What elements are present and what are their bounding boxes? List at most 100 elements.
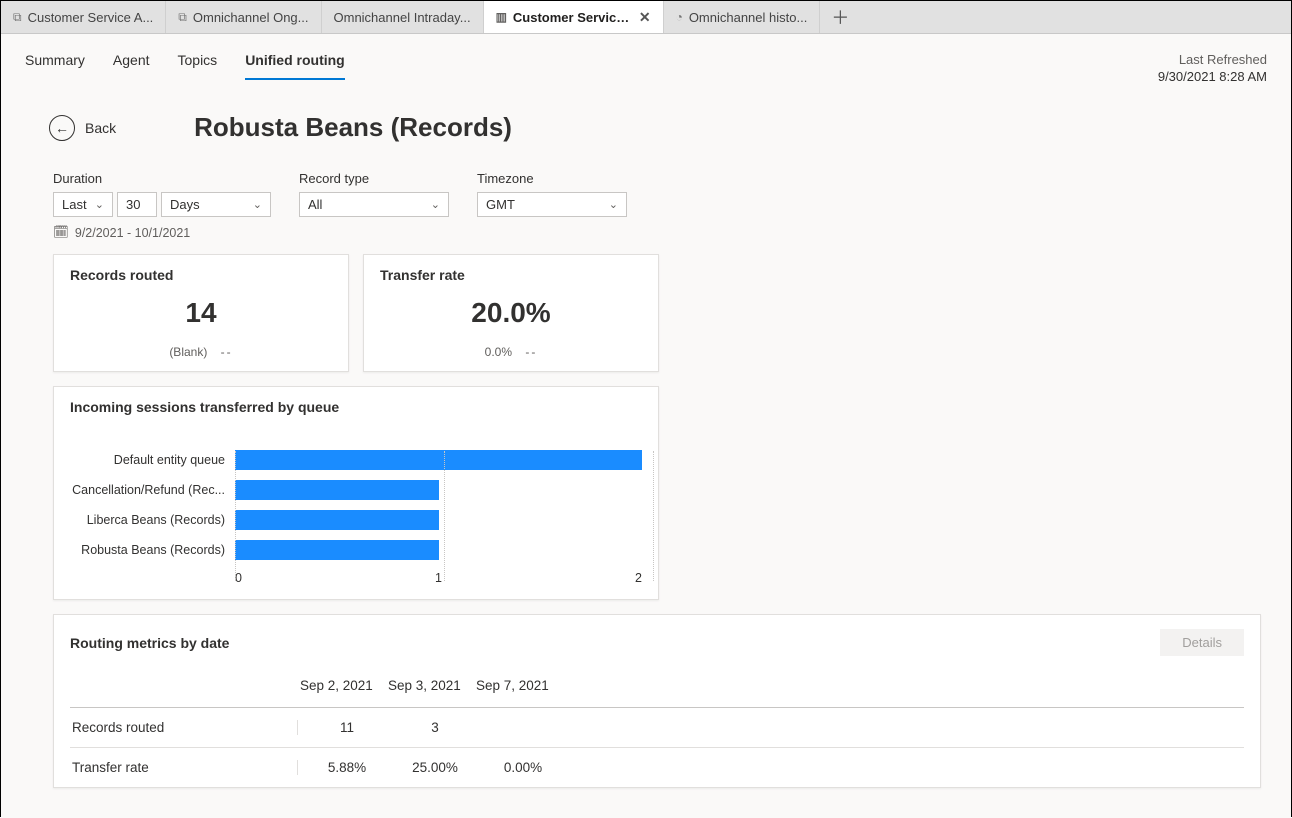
chart-gridline: [235, 451, 236, 581]
filter-timezone: Timezone GMT ⌄: [477, 171, 627, 217]
subnav-agent[interactable]: Agent: [113, 52, 150, 80]
new-tab-button[interactable]: ＋: [820, 1, 860, 33]
chart-bar-row: Default entity queue: [70, 445, 642, 475]
chart-bar-label: Robusta Beans (Records): [70, 543, 225, 557]
top-tab-label: Omnichannel Intraday...: [334, 10, 471, 25]
details-button[interactable]: Details: [1160, 629, 1244, 656]
chart-gridline: [653, 451, 654, 581]
duration-unit-select[interactable]: Days ⌄: [161, 192, 271, 217]
back-button[interactable]: ← Back: [49, 115, 116, 141]
record-type-select[interactable]: All ⌄: [299, 192, 449, 217]
metrics-title: Routing metrics by date: [70, 635, 229, 651]
queue-chart-title: Incoming sessions transferred by queue: [70, 399, 642, 415]
metrics-table-head: Sep 2, 2021 Sep 3, 2021 Sep 7, 2021: [70, 678, 1244, 693]
chart-bar-fill: [235, 510, 439, 530]
chevron-down-icon: ⌄: [431, 198, 440, 211]
back-label: Back: [85, 120, 116, 136]
last-refreshed-value: 9/30/2021 8:28 AM: [1158, 69, 1267, 84]
kpi-sub: (Blank) --: [70, 345, 332, 359]
filter-duration: Duration Last ⌄ 30 Days ⌄: [53, 171, 271, 217]
chart-bar-label: Cancellation/Refund (Rec...: [70, 483, 225, 497]
metrics-cell: 3: [396, 720, 474, 735]
duration-mode-select[interactable]: Last ⌄: [53, 192, 113, 217]
chart-bar-track: [235, 540, 642, 560]
top-tab-label: Customer Service A...: [28, 10, 154, 25]
kpi-records-routed: Records routed 14 (Blank) --: [53, 254, 349, 372]
chart-bar-row: Cancellation/Refund (Rec...: [70, 475, 642, 505]
kpi-transfer-rate: Transfer rate 20.0% 0.0% --: [363, 254, 659, 372]
chart-x-tick: 0: [235, 571, 242, 585]
top-tab-label: Customer Service historic...: [513, 10, 633, 25]
kpi-sub-value: --: [221, 345, 233, 359]
kpi-title: Records routed: [70, 267, 332, 283]
chart-icon: ⧉: [13, 10, 22, 25]
kpi-sub: 0.0% --: [380, 345, 642, 359]
chart-x-tick: 2: [635, 571, 642, 585]
kpi-sub-label: (Blank): [169, 345, 207, 359]
duration-count-input[interactable]: 30: [117, 192, 157, 217]
timezone-value: GMT: [486, 197, 515, 212]
filters: Duration Last ⌄ 30 Days ⌄ Record type Al: [53, 171, 1267, 217]
metrics-card: Routing metrics by date Details Sep 2, 2…: [53, 614, 1261, 788]
chart-bar-fill: [235, 450, 642, 470]
chart-x-axis: 0 1 2: [235, 571, 642, 585]
metrics-column-header: Sep 7, 2021: [476, 678, 554, 693]
kpi-value: 20.0%: [380, 297, 642, 329]
clock-icon: ◔: [676, 10, 683, 24]
top-tab[interactable]: ⧉ Customer Service A...: [1, 1, 166, 33]
metrics-cell: 5.88%: [308, 760, 386, 775]
subnav-row: Summary Agent Topics Unified routing Las…: [1, 34, 1291, 84]
chart-bar-track: [235, 510, 642, 530]
metrics-cell: [484, 720, 562, 735]
metrics-cell: 0.00%: [484, 760, 562, 775]
metrics-cell: 25.00%: [396, 760, 474, 775]
chart-bar-track: [235, 450, 642, 470]
chart-bar-fill: [235, 480, 439, 500]
metrics-column-header: Sep 3, 2021: [388, 678, 466, 693]
back-arrow-icon: ←: [49, 115, 75, 141]
filter-record-type-label: Record type: [299, 171, 449, 186]
kpi-title: Transfer rate: [380, 267, 642, 283]
chart-bar-track: [235, 480, 642, 500]
duration-mode-value: Last: [62, 197, 87, 212]
timezone-select[interactable]: GMT ⌄: [477, 192, 627, 217]
top-tab[interactable]: ⧉ Omnichannel Ong...: [166, 1, 321, 33]
chart-bar-fill: [235, 540, 439, 560]
queue-chart-card: Incoming sessions transferred by queue D…: [53, 386, 659, 600]
subnav-topics[interactable]: Topics: [178, 52, 218, 80]
top-tab[interactable]: Omnichannel Intraday...: [322, 1, 484, 33]
main-content: ← Back Robusta Beans (Records) Duration …: [1, 84, 1291, 818]
close-icon[interactable]: ✕: [639, 9, 651, 26]
subnav-summary[interactable]: Summary: [25, 52, 85, 80]
kpi-cards: Records routed 14 (Blank) -- Transfer ra…: [53, 254, 1267, 372]
chevron-down-icon: ⌄: [253, 198, 262, 211]
metrics-table-row: Records routed113: [70, 707, 1244, 747]
kpi-sub-value: --: [525, 345, 537, 359]
metrics-column-header: Sep 2, 2021: [300, 678, 378, 693]
chevron-down-icon: ⌄: [609, 198, 618, 211]
last-refreshed: Last Refreshed 9/30/2021 8:28 AM: [1158, 52, 1267, 84]
chart-bar-label: Default entity queue: [70, 453, 225, 467]
metrics-row-label: Records routed: [70, 720, 298, 735]
chevron-down-icon: ⌄: [95, 198, 104, 211]
date-range-text: 9/2/2021 - 10/1/2021: [75, 226, 190, 240]
page-title: Robusta Beans (Records): [194, 112, 512, 143]
top-tab-label: Omnichannel histo...: [689, 10, 808, 25]
top-tab-bar: ⧉ Customer Service A... ⧉ Omnichannel On…: [1, 1, 1291, 34]
chart-x-tick: 1: [435, 571, 442, 585]
chart-bar-row: Liberca Beans (Records): [70, 505, 642, 535]
title-row: ← Back Robusta Beans (Records): [49, 112, 1267, 143]
metrics-table-row: Transfer rate 5.88% 25.00% 0.00%: [70, 747, 1244, 787]
chart-bar-row: Robusta Beans (Records): [70, 535, 642, 565]
subnav-unified-routing[interactable]: Unified routing: [245, 52, 345, 80]
filter-duration-label: Duration: [53, 171, 271, 186]
top-tab-active[interactable]: ▥ Customer Service historic... ✕: [484, 1, 664, 33]
kpi-value: 14: [70, 297, 332, 329]
date-range: 🗓 9/2/2021 - 10/1/2021: [53, 225, 1267, 240]
chart-icon: ⧉: [178, 10, 187, 25]
queue-chart: Default entity queue Cancellation/Refund …: [70, 445, 642, 585]
metrics-row-label: Transfer rate: [70, 760, 298, 775]
duration-count-value: 30: [126, 197, 140, 212]
top-tab[interactable]: ◔ Omnichannel histo...: [664, 1, 821, 33]
duration-unit-value: Days: [170, 197, 200, 212]
